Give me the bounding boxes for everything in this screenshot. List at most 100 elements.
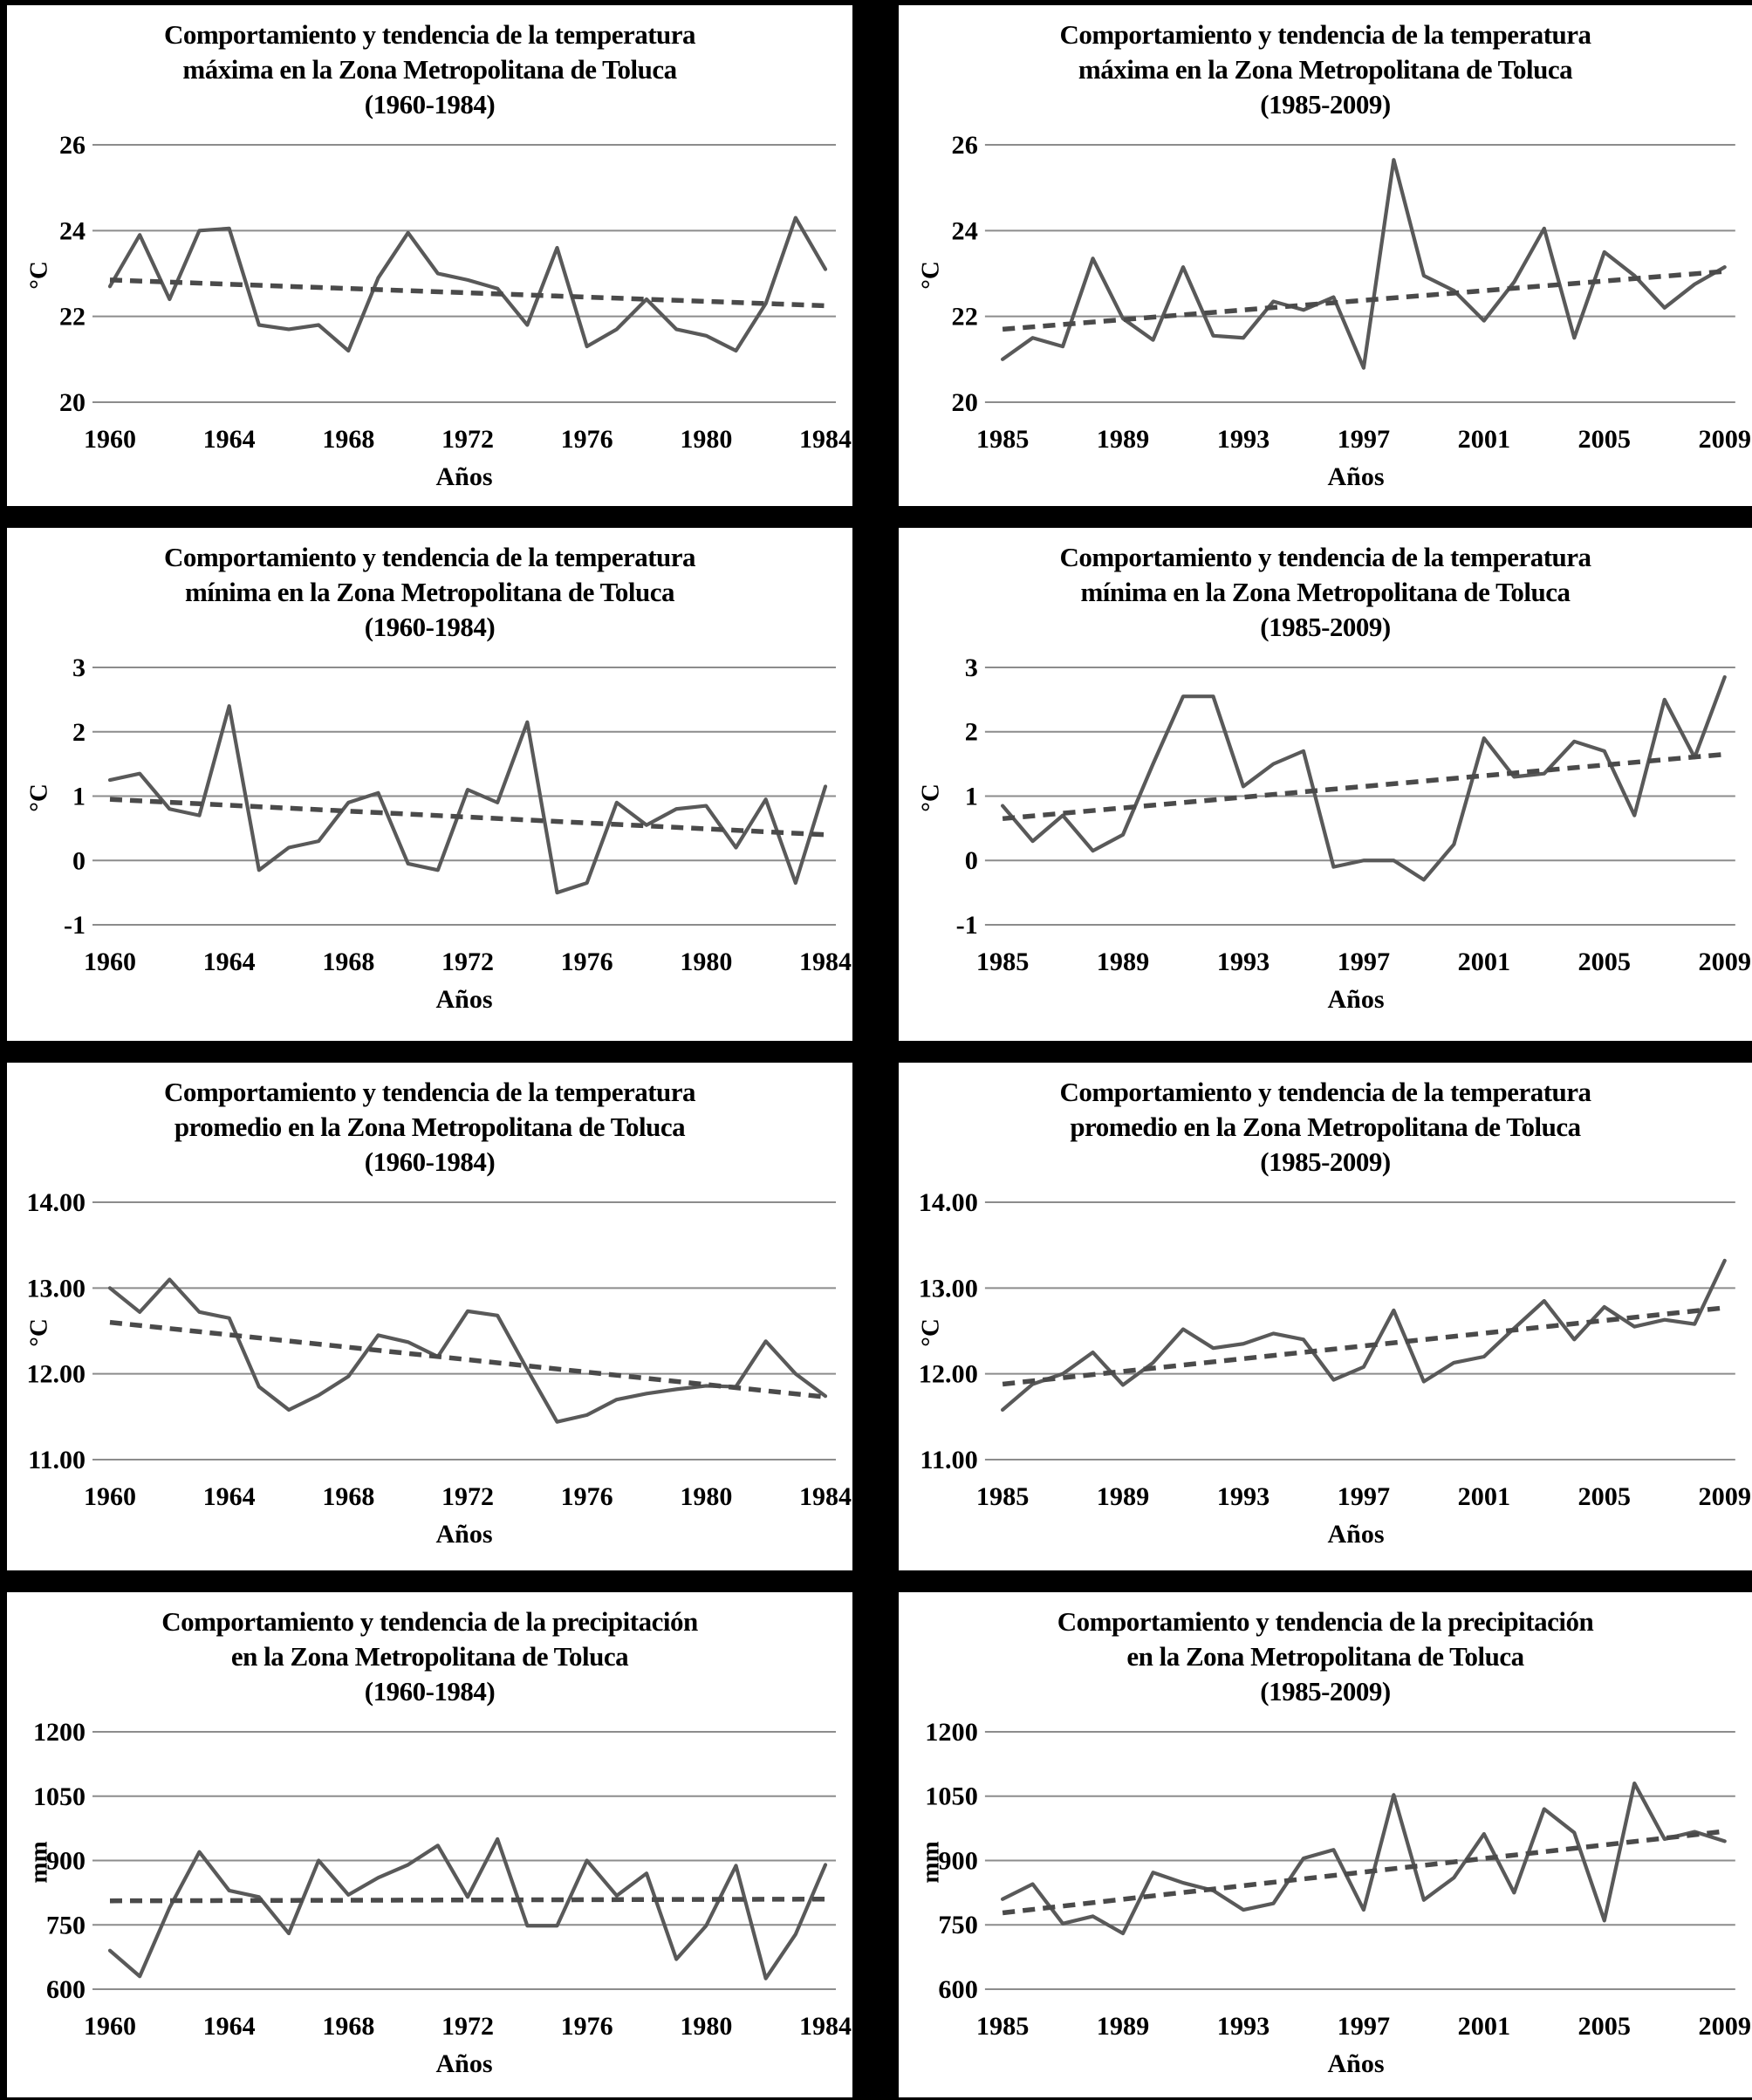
plot-area: 3 2 1 0 -1 1985 1989 1993 1997 2001 2005 2009 [956, 653, 1751, 976]
chart-panel-precipitacion-1985-2009: Comportamiento y tendencia de la precipi… [899, 1592, 1752, 2097]
trend-line [1002, 1305, 1726, 1387]
x-tick-label: 1984 [799, 2012, 852, 2041]
y-tick-label: 600 [46, 1975, 86, 2004]
x-tick-label: 2005 [1578, 1481, 1632, 1511]
y-tick-label: 26 [952, 130, 978, 160]
y-tick-label: 13.00 [27, 1274, 86, 1303]
x-tick-label: 1968 [322, 2012, 374, 2041]
x-tick-label: 1989 [1097, 947, 1150, 976]
y-tick-label: 24 [952, 215, 978, 245]
x-tick-label: 1976 [561, 425, 613, 454]
trend-line [109, 277, 826, 309]
x-tick-label: 1980 [680, 2012, 732, 2041]
y-tick-label: 1050 [925, 1782, 978, 1811]
x-tick-label: 2001 [1458, 424, 1511, 454]
chart-title: Comportamiento y tendencia de la tempera… [899, 17, 1752, 122]
data-series-line [107, 1277, 828, 1424]
x-tick-label: 1972 [441, 947, 494, 976]
x-tick-label: 1997 [1338, 424, 1391, 454]
chart-panel-temp-minima-1985-2009: Comportamiento y tendencia de la tempera… [899, 528, 1752, 1041]
chart-title-line: mínima en la Zona Metropolitana de Toluc… [1080, 577, 1571, 607]
y-tick-label: 1200 [33, 1718, 86, 1747]
x-tick-label: 2005 [1578, 2011, 1632, 2041]
y-tick-label: 24 [59, 216, 86, 245]
x-tick-label: 1984 [799, 1482, 852, 1511]
y-tick-label: -1 [956, 910, 978, 940]
chart-title-line: promedio en la Zona Metropolitana de Tol… [174, 1112, 686, 1142]
plot-area: 14.00 13.00 12.00 11.00 1985 1989 1993 1997 2001… [919, 1187, 1751, 1511]
chart-title: Comportamiento y tendencia de la tempera… [899, 540, 1752, 645]
chart-title-line: Comportamiento y tendencia de la tempera… [1059, 542, 1591, 572]
y-tick-label: 3 [965, 653, 978, 682]
x-tick-label: 2001 [1458, 2011, 1511, 2041]
trend-line [109, 797, 826, 838]
chart-title-line: mínima en la Zona Metropolitana de Toluc… [184, 577, 675, 607]
x-tick-label: 1997 [1338, 947, 1391, 976]
data-series-line [1000, 1258, 1727, 1413]
chart-title-line: (1960-1984) [364, 612, 496, 642]
data-series-line [107, 704, 828, 895]
y-tick-label: 0 [72, 846, 86, 875]
x-axis-label: Años [435, 2049, 493, 2078]
chart-panel-temp-maxima-1960-1984: Comportamiento y tendencia de la tempera… [7, 5, 852, 506]
data-series-line [1000, 1781, 1727, 1936]
x-tick-label: 1984 [799, 947, 852, 976]
x-tick-label: 1985 [976, 1481, 1030, 1511]
x-axis-label: Años [435, 1520, 493, 1549]
x-tick-label: 1985 [976, 424, 1030, 454]
chart-title-line: (1960-1984) [364, 1676, 496, 1707]
y-tick-label: 750 [938, 1910, 977, 1939]
x-tick-label: 1976 [561, 2012, 613, 2041]
chart-title-line: (1960-1984) [364, 89, 496, 120]
x-tick-label: 1968 [322, 947, 374, 976]
x-tick-label: 1964 [203, 2012, 256, 2041]
plot-area: 26 24 22 20 1985 1989 1993 1997 2001 2005 2009 [952, 130, 1751, 454]
chart-title-line: máxima en la Zona Metropolitana de Toluc… [1078, 54, 1573, 85]
x-axis-label: Años [435, 462, 493, 491]
plot-area: 1200 1050 900 750 600 1960 1964 1968 1972 1976 198… [33, 1718, 852, 2041]
chart-title-line: (1985-2009) [1260, 89, 1391, 120]
y-tick-label: 900 [938, 1846, 977, 1876]
x-tick-label: 1972 [441, 2012, 494, 2041]
x-tick-label: 1993 [1217, 424, 1270, 454]
x-tick-label: 1964 [203, 947, 256, 976]
x-tick-label: 1980 [680, 947, 732, 976]
x-axis-label: Años [1327, 1520, 1385, 1549]
plot-area: 14.00 13.00 12.00 11.00 1960 1964 1968 1972 1976… [27, 1188, 852, 1511]
x-tick-label: 1989 [1097, 1481, 1150, 1511]
chart-title-line: Comportamiento y tendencia de la tempera… [163, 19, 696, 50]
x-tick-label: 2009 [1698, 947, 1751, 976]
x-tick-label: 1980 [680, 425, 732, 454]
x-tick-label: 1960 [84, 947, 136, 976]
chart-title: Comportamiento y tendencia de la tempera… [7, 17, 852, 122]
x-axis-label: Años [1327, 462, 1385, 491]
y-tick-label: 22 [952, 302, 978, 332]
y-tick-label: 11.00 [28, 1446, 86, 1474]
chart-title: Comportamiento y tendencia de la tempera… [899, 1075, 1752, 1180]
y-tick-label: 900 [46, 1847, 86, 1876]
chart-title: Comportamiento y tendencia de la precipi… [7, 1604, 852, 1709]
y-tick-label: 1 [72, 783, 86, 811]
x-tick-label: 1993 [1217, 947, 1270, 976]
chart-title-line: Comportamiento y tendencia de la precipi… [1057, 1606, 1594, 1637]
x-tick-label: 1993 [1217, 2011, 1270, 2041]
plot-area: 1200 1050 900 750 600 1985 1989 1993 1997 2001 200… [925, 1717, 1751, 2041]
y-tick-label: 1 [965, 782, 978, 811]
x-tick-label: 2005 [1578, 947, 1632, 976]
x-tick-label: 1964 [203, 1482, 256, 1511]
y-tick-label: -1 [64, 911, 86, 940]
x-tick-label: 2009 [1698, 1481, 1751, 1511]
x-tick-label: 1997 [1338, 2011, 1391, 2041]
chart-panel-precipitacion-1960-1984: Comportamiento y tendencia de la precipi… [7, 1592, 852, 2097]
chart-title-line: Comportamiento y tendencia de la tempera… [163, 1077, 696, 1107]
plot-area: 3 2 1 0 -1 1960 1964 1968 1972 1976 1980 1984 [64, 653, 852, 976]
y-tick-label: 2 [72, 718, 86, 747]
chart-title-line: (1960-1984) [364, 1146, 496, 1177]
x-tick-label: 1960 [84, 425, 136, 454]
y-tick-label: 3 [72, 653, 86, 682]
chart-title-line: promedio en la Zona Metropolitana de Tol… [1070, 1112, 1581, 1142]
y-tick-label: 1050 [33, 1782, 86, 1811]
x-tick-label: 1997 [1338, 1481, 1391, 1511]
y-tick-label: 0 [965, 845, 978, 875]
